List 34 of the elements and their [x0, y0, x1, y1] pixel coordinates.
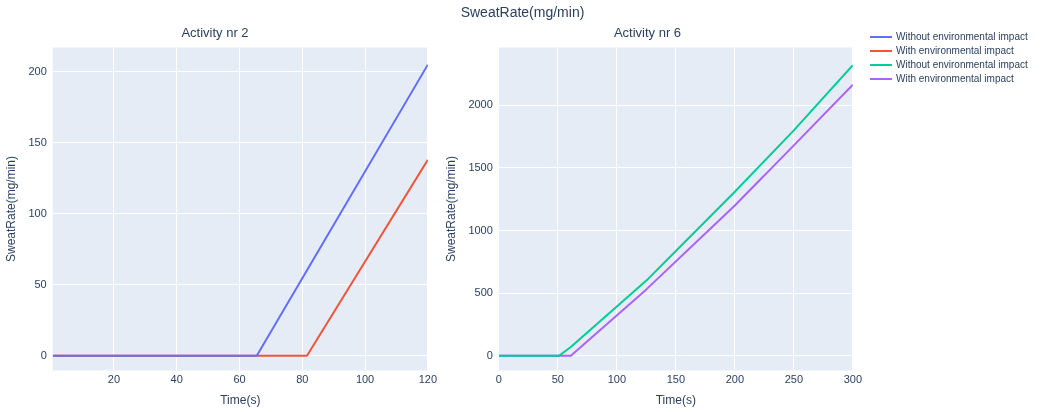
y-tick-label: 1000: [468, 223, 493, 236]
x-tick-label: 0: [495, 373, 502, 386]
y-tick-label: 2000: [468, 98, 493, 111]
x-tick-label: 120: [418, 373, 437, 386]
chart-title: Activity nr 6: [613, 25, 682, 41]
x-tick-label: 20: [107, 373, 121, 386]
text: SweatRate(mg/min): [459, 4, 586, 20]
x-tick-label: 250: [784, 373, 804, 386]
x-tick-label: 80: [296, 373, 309, 386]
legend-label: Without environmental impact: [896, 58, 1028, 72]
y-tick-label: 500: [474, 286, 493, 299]
x-tick-label: 100: [607, 373, 627, 386]
legend-label: With environmental impact: [896, 72, 1014, 86]
y-tick-label: 200: [28, 64, 47, 77]
x-axis-title: Time(s): [655, 393, 696, 408]
chart-title: Activity nr 2: [181, 25, 249, 41]
x-tick-label: 40: [170, 373, 183, 386]
y-tick-label: 50: [34, 277, 47, 290]
x-tick-label: 300: [843, 373, 862, 386]
x-tick-label: 100: [355, 373, 375, 386]
y-tick-label: 1500: [468, 160, 493, 173]
legend-label: Without environmental impact: [896, 30, 1028, 44]
x-tick-label: 60: [233, 373, 246, 386]
y-tick-label: 100: [28, 206, 47, 219]
x-axis-title: Time(s): [220, 393, 261, 408]
y-tick-label: 150: [28, 135, 47, 148]
y-axis-title: SweatRate(mg/min): [3, 155, 18, 263]
y-tick-label: 0: [40, 348, 47, 361]
legend-label: With environmental impact: [896, 44, 1014, 58]
x-tick-label: 150: [666, 373, 686, 386]
y-tick-label: 0: [486, 348, 493, 361]
y-axis-title: SweatRate(mg/min): [443, 155, 458, 263]
x-tick-label: 200: [725, 373, 745, 386]
x-tick-label: 50: [551, 373, 564, 386]
